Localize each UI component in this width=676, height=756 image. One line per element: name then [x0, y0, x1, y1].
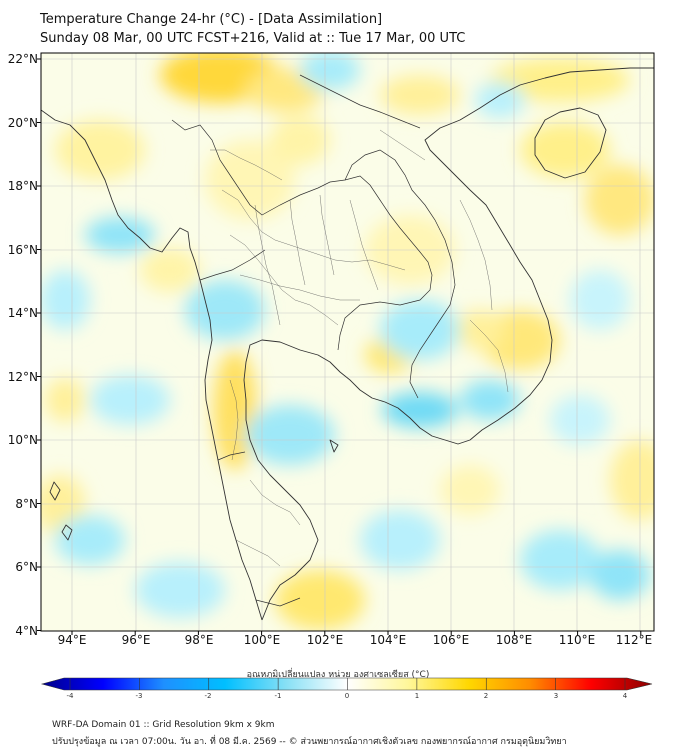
colorbar-tick: -4 [66, 692, 74, 700]
chart-subtitle: Sunday 08 Mar, 00 UTC FCST+216, Valid at… [40, 31, 466, 46]
lat-label: 14°N [7, 306, 38, 320]
province-borders [210, 129, 509, 567]
footer-credit: ปรับปรุงข้อมูล ณ เวลา 07:00น. วัน อา. ที… [52, 737, 567, 747]
colorbar-tick: 2 [483, 692, 489, 700]
lon-label: 112°E [615, 633, 653, 647]
lon-label: 102°E [306, 633, 344, 647]
lon-label: 110°E [558, 633, 596, 647]
lat-label: 22°N [7, 52, 38, 66]
chart-title: Temperature Change 24-hr (°C) - [Data As… [40, 12, 383, 27]
lon-label: 94°E [57, 633, 87, 647]
lat-label: 20°N [7, 116, 38, 130]
lat-label: 16°N [7, 243, 38, 257]
lat-label: 18°N [7, 179, 38, 193]
lat-label: 8°N [15, 497, 38, 511]
colorbar-bar [40, 677, 653, 691]
colorbar-title: อุณหภูมิเปลี่ยนแปลง หน่วย องศาเซลเซียส (… [246, 670, 430, 680]
lon-label: 98°E [184, 633, 214, 647]
colorbar-tick: 3 [553, 692, 559, 700]
colorbar-tick: -2 [204, 692, 212, 700]
lon-label: 100°E [243, 633, 281, 647]
lat-label: 6°N [15, 560, 38, 574]
lat-label: 12°N [7, 370, 38, 384]
lon-label: 106°E [432, 633, 470, 647]
colorbar-tick: 1 [414, 692, 420, 700]
map-frame [40, 52, 655, 632]
lon-label: 108°E [495, 633, 533, 647]
lon-label: 104°E [369, 633, 407, 647]
colorbar-tick: -3 [135, 692, 143, 700]
colorbar-tick: -1 [274, 692, 282, 700]
lat-label: 4°N [15, 624, 38, 638]
temperature-field [41, 53, 654, 630]
gridlines [41, 53, 654, 631]
lat-label: 10°N [7, 433, 38, 447]
country-borders [171, 74, 456, 607]
lon-label: 96°E [121, 633, 151, 647]
colorbar [40, 677, 653, 691]
footer-domain-info: WRF-DA Domain 01 :: Grid Resolution 9km … [52, 720, 275, 730]
colorbar-tick: 0 [344, 692, 350, 700]
colorbar-tick: 4 [622, 692, 628, 700]
